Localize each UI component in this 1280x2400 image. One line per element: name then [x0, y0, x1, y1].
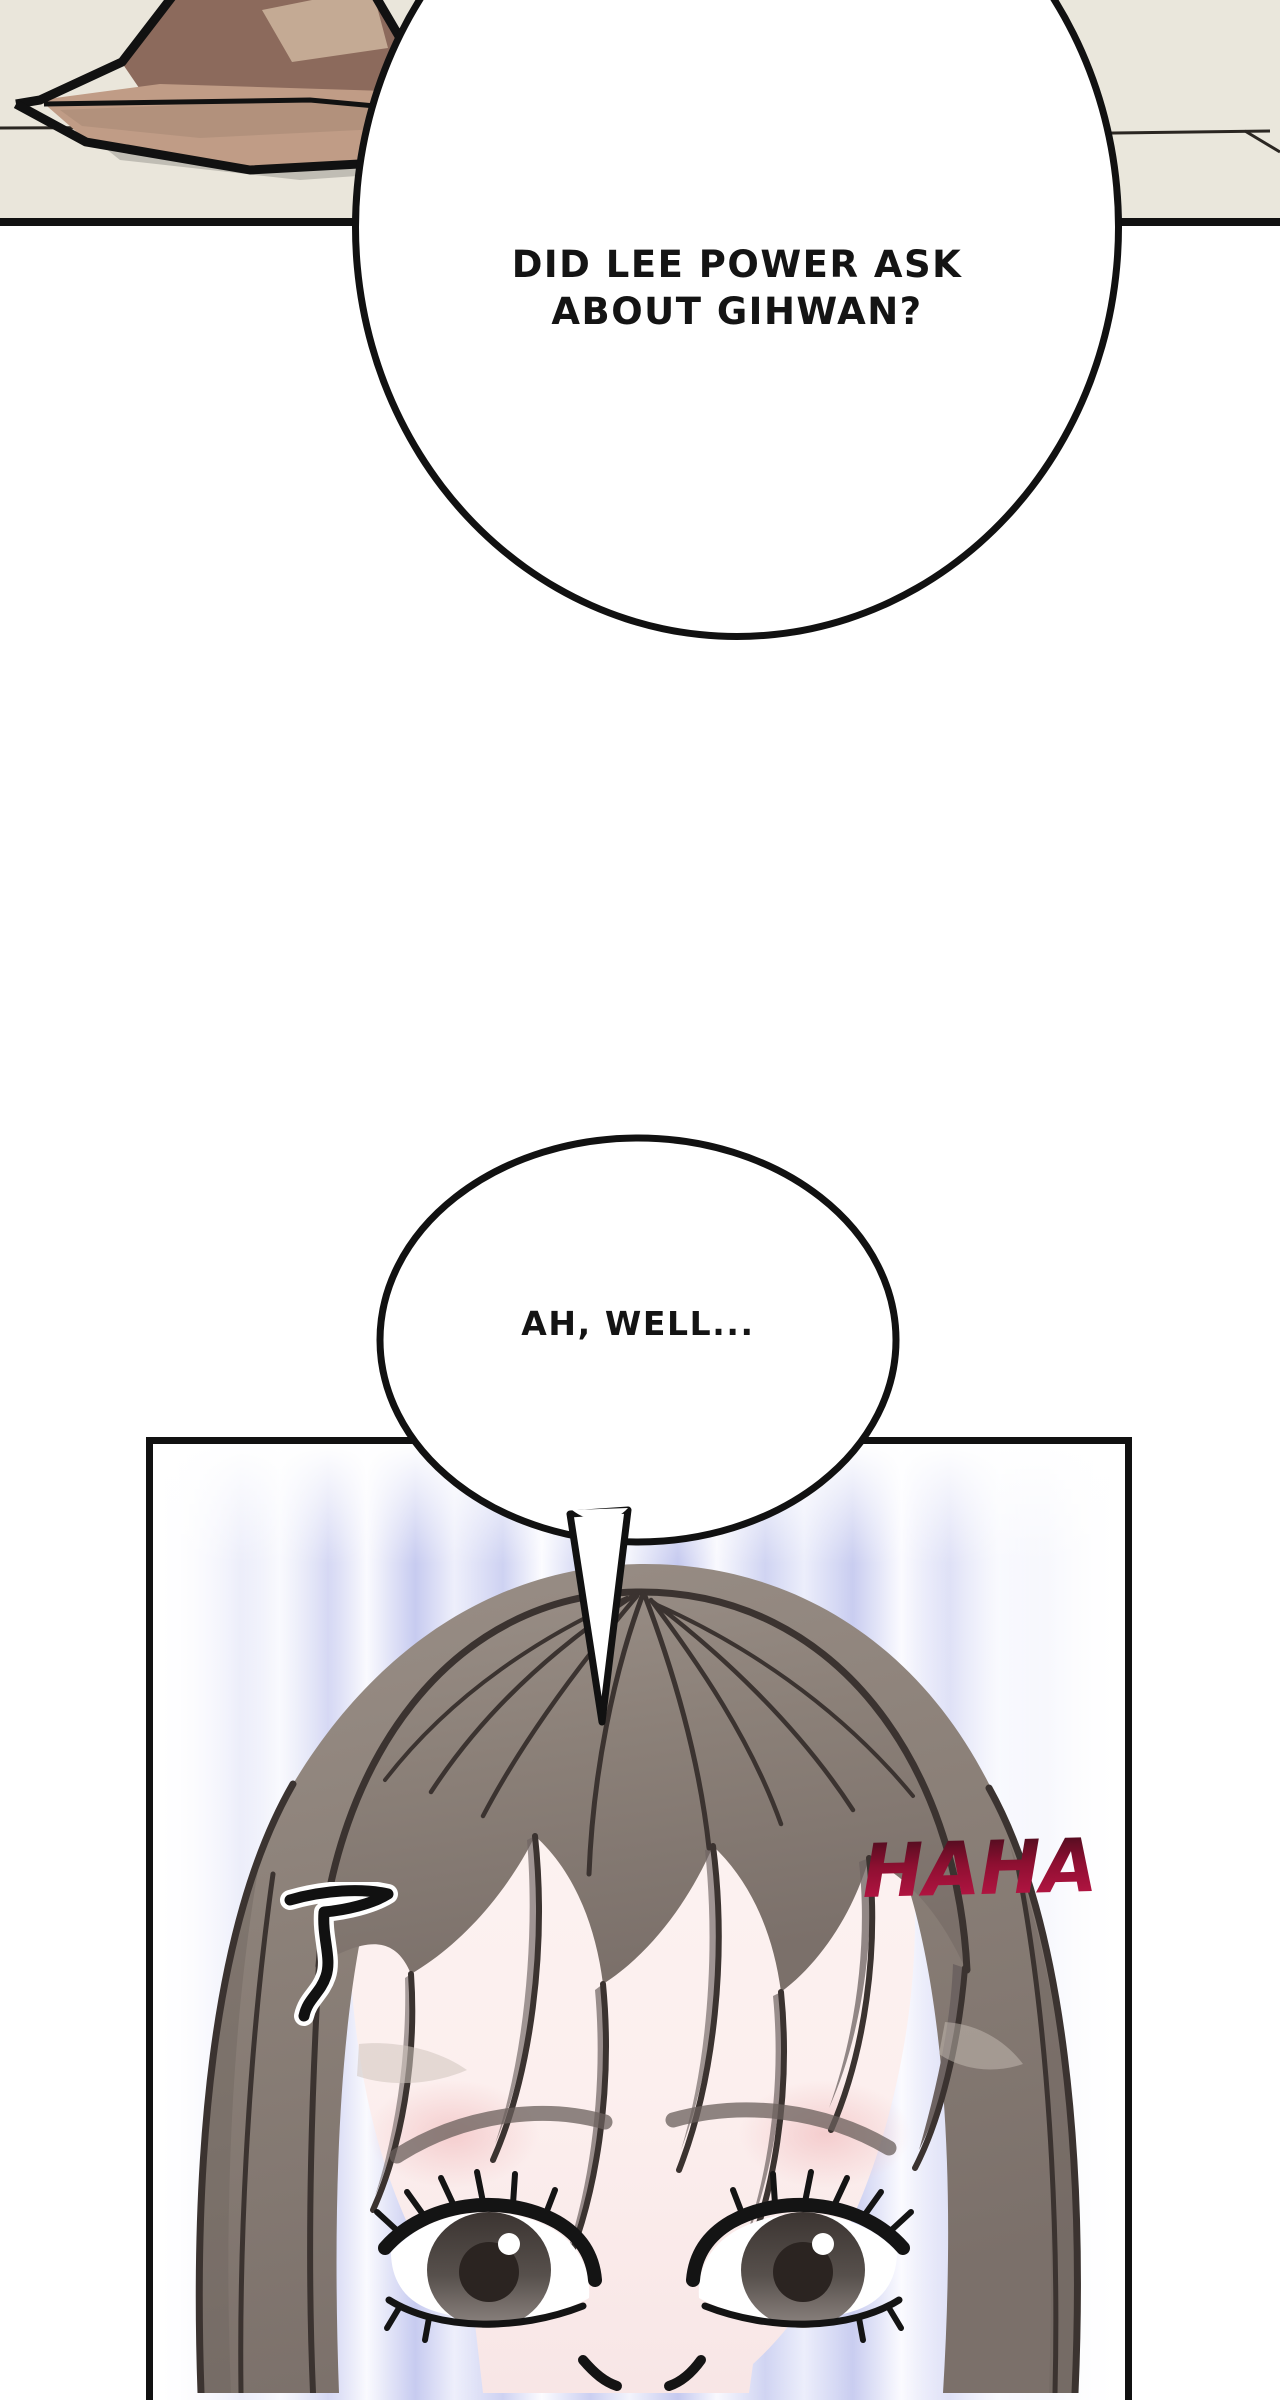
haha-sound-effect: HAHA: [860, 1822, 1098, 1916]
character-artwork: [195, 1564, 1081, 2393]
speech-bubble-top-text: DID LEE POWER ASK ABOUT GIHWAN?: [511, 243, 963, 334]
eyes: [374, 2169, 914, 2343]
speech-bubble-lower-text: AH, WELL...: [521, 1304, 755, 1343]
head: [195, 1564, 1081, 2393]
awkward-squiggle-icon: [280, 1880, 398, 2026]
awkward-squiggle-mark: [276, 1880, 406, 2032]
speech-bubble-top: DID LEE POWER ASK ABOUT GIHWAN?: [352, 0, 1122, 640]
nose: [578, 2355, 706, 2391]
eyebrows: [389, 2102, 897, 2164]
